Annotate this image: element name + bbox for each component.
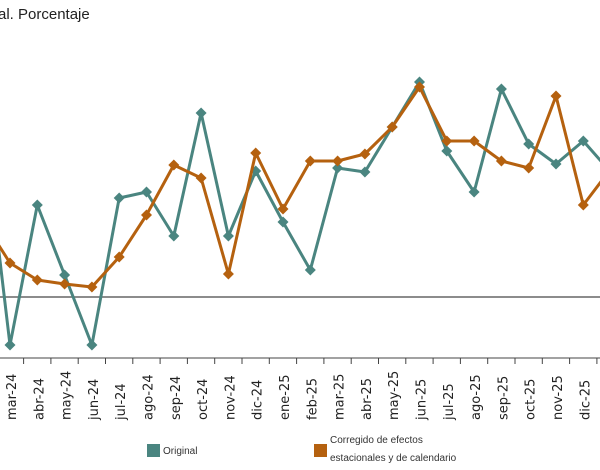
data-point-corrected <box>523 162 535 174</box>
legend-swatch-corrected <box>314 444 327 457</box>
data-point-original <box>523 138 535 150</box>
x-tick-label: ago-25 <box>469 374 484 420</box>
data-point-original <box>59 269 71 281</box>
data-point-corrected <box>195 172 207 184</box>
x-tick-label: jul-25 <box>442 383 457 421</box>
data-point-corrected <box>4 257 16 269</box>
x-tick-label: may-24 <box>60 371 75 420</box>
data-point-original <box>168 230 180 242</box>
x-tick-label: nov-25 <box>551 375 566 420</box>
chart-title: al. Porcentaje <box>0 6 90 23</box>
data-point-original <box>277 216 289 228</box>
data-point-original <box>31 199 43 211</box>
data-point-corrected <box>304 155 316 167</box>
legend-swatch-original <box>147 444 160 457</box>
legend-label-corrected-1: Corregido de efectos <box>330 435 423 446</box>
data-point-corrected <box>86 281 98 293</box>
data-point-corrected <box>222 268 234 280</box>
data-point-corrected <box>141 209 152 221</box>
legend-label-corrected-2: estacionales y de calendario <box>330 453 457 464</box>
data-point-original <box>577 135 589 147</box>
data-point-corrected <box>113 251 125 263</box>
x-tick-label: jun-24 <box>87 379 102 421</box>
data-point-original <box>222 230 234 242</box>
x-tick-label: sep-25 <box>496 376 511 420</box>
x-tick-label: jul-24 <box>114 383 129 421</box>
data-point-original <box>332 162 344 174</box>
data-point-original <box>495 83 507 95</box>
data-point-corrected <box>31 274 43 286</box>
data-point-original <box>468 186 480 198</box>
data-point-corrected <box>277 203 289 215</box>
data-point-corrected <box>577 199 589 211</box>
data-point-corrected <box>550 90 562 102</box>
x-tick-label: ene-25 <box>278 375 293 420</box>
x-tick-label: oct-25 <box>524 379 539 420</box>
data-point-corrected <box>332 155 344 167</box>
x-tick-label: dic-25 <box>578 380 593 420</box>
x-tick-label: nov-24 <box>223 375 238 420</box>
data-point-corrected <box>250 147 262 159</box>
series-line-original <box>0 80 600 347</box>
data-point-original <box>359 166 371 178</box>
data-point-corrected <box>441 135 453 147</box>
data-point-corrected <box>359 148 371 160</box>
data-point-original <box>304 264 316 276</box>
series-line-corrected <box>0 85 600 289</box>
x-tick-label: oct-24 <box>196 379 211 420</box>
x-tick-label: may-25 <box>387 371 402 420</box>
data-point-original <box>113 192 125 204</box>
data-point-original <box>550 158 562 170</box>
x-tick-label: ago-24 <box>142 374 157 420</box>
data-point-corrected <box>168 159 180 171</box>
data-point-corrected <box>495 155 507 167</box>
x-tick-label: jun-25 <box>415 379 430 421</box>
data-point-corrected <box>59 278 71 290</box>
x-tick-label: dic-24 <box>251 380 266 420</box>
x-tick-label: sep-24 <box>169 376 184 420</box>
data-point-original <box>86 339 98 351</box>
data-point-corrected <box>468 135 480 147</box>
x-tick-label: abr-24 <box>32 378 47 420</box>
data-point-original <box>141 186 152 198</box>
x-tick-label: abr-25 <box>360 378 375 420</box>
x-tick-label: mar-25 <box>333 374 348 420</box>
legend-label-original: Original <box>163 446 198 457</box>
x-tick-label: feb-25 <box>305 378 320 420</box>
data-point-corrected <box>386 121 398 133</box>
x-tick-label: mar-24 <box>5 374 20 420</box>
data-point-original <box>4 339 16 351</box>
data-point-corrected <box>414 81 425 93</box>
data-point-original <box>441 145 453 157</box>
data-point-original <box>195 107 207 119</box>
